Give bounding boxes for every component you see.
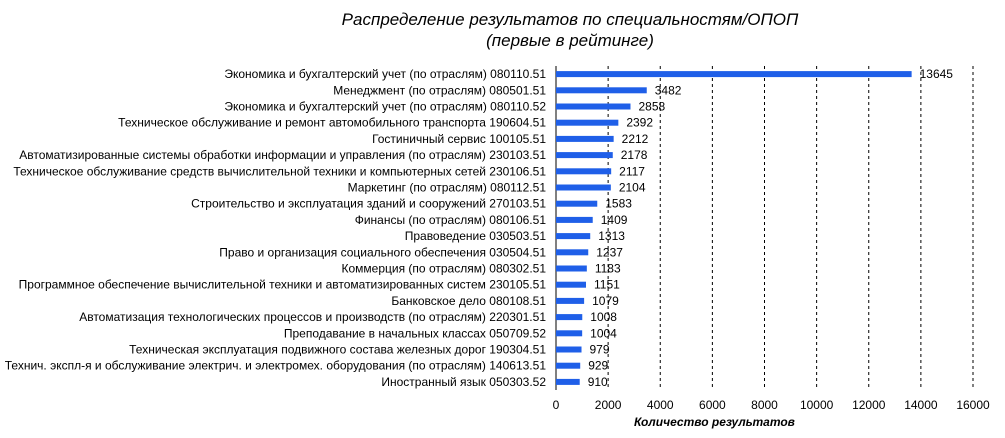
value-label-18: 929 — [588, 359, 608, 373]
x-tick-label-6: 12000 — [852, 398, 886, 412]
category-label-2: Экономика и бухгалтерский учет (по отрас… — [224, 100, 546, 114]
value-label-16: 1004 — [590, 326, 617, 340]
value-label-14: 1079 — [592, 294, 619, 308]
category-label-19: Иностранный язык 050303.52 — [381, 375, 546, 389]
x-axis-label: Количество результатов — [634, 415, 795, 429]
bar-14 — [556, 297, 585, 304]
value-label-3: 2392 — [626, 116, 653, 130]
bar-8 — [556, 200, 598, 207]
bar-19 — [556, 378, 580, 385]
category-label-6: Техническое обслуживание средств вычисли… — [13, 164, 546, 178]
bar-13 — [556, 281, 586, 288]
x-tick-label-4: 8000 — [751, 398, 778, 412]
category-label-16: Преподавание в начальных классах 050709.… — [284, 326, 546, 340]
x-tick-label-5: 10000 — [800, 398, 834, 412]
category-label-12: Коммерция (по отраслям) 080302.51 — [342, 262, 547, 276]
bar-9 — [556, 216, 593, 223]
bar-2 — [556, 103, 631, 110]
value-label-4: 2212 — [622, 132, 649, 146]
value-label-2: 2858 — [638, 100, 665, 114]
bar-0 — [556, 71, 912, 78]
value-label-10: 1313 — [598, 229, 625, 243]
x-tick-label-0: 0 — [553, 398, 560, 412]
value-label-17: 979 — [590, 343, 610, 357]
x-tick-label-7: 14000 — [904, 398, 938, 412]
bar-4 — [556, 135, 614, 142]
bar-16 — [556, 330, 583, 337]
category-label-4: Гостиничный сервис 100105.51 — [372, 132, 546, 146]
chart-subtitle: (первые в рейтинге) — [486, 31, 654, 50]
value-label-8: 1583 — [605, 197, 632, 211]
category-label-13: Программное обеспечение вычислительной т… — [19, 278, 547, 292]
category-label-18: Технич. экспл-я и обслуживание электрич.… — [5, 359, 547, 373]
value-label-5: 2178 — [621, 148, 648, 162]
value-label-12: 1183 — [595, 262, 621, 276]
category-label-3: Техническое обслуживание и ремонт автомо… — [118, 116, 546, 130]
category-label-10: Правоведение 030503.51 — [405, 229, 547, 243]
category-label-8: Строительство и эксплуатация зданий и со… — [191, 197, 546, 211]
value-label-7: 2104 — [619, 181, 646, 195]
category-label-14: Банковское дело 080108.51 — [391, 294, 546, 308]
x-tick-label-3: 6000 — [699, 398, 726, 412]
bar-18 — [556, 362, 581, 369]
value-label-19: 910 — [588, 375, 608, 389]
category-label-1: Менеджмент (по отраслям) 080501.51 — [333, 83, 546, 97]
value-label-11: 1237 — [596, 245, 623, 259]
chart-title: Распределение результатов по специальнос… — [341, 10, 799, 29]
bar-7 — [556, 184, 611, 191]
bar-1 — [556, 87, 647, 94]
bar-5 — [556, 152, 613, 159]
value-label-9: 1409 — [601, 213, 628, 227]
category-label-7: Маркетинг (по отраслям) 080112.51 — [348, 181, 547, 195]
category-label-11: Право и организация социального обеспече… — [219, 245, 546, 259]
category-label-9: Финансы (по отраслям) 080106.51 — [355, 213, 547, 227]
x-tick-label-2: 4000 — [647, 398, 674, 412]
value-label-15: 1008 — [590, 310, 617, 324]
bar-11 — [556, 249, 589, 256]
bar-15 — [556, 314, 583, 321]
bar-3 — [556, 119, 619, 126]
value-label-6: 2117 — [619, 164, 645, 178]
bar-17 — [556, 346, 582, 353]
bar-10 — [556, 233, 591, 240]
category-label-15: Автоматизация технологических процессов … — [79, 310, 546, 324]
x-tick-label-1: 2000 — [595, 398, 622, 412]
value-label-0: 13645 — [920, 67, 954, 81]
category-label-17: Техническая эксплуатация подвижного сост… — [129, 343, 546, 357]
category-label-0: Экономика и бухгалтерский учет (по отрас… — [224, 67, 546, 81]
bar-12 — [556, 265, 587, 272]
value-label-13: 1151 — [594, 278, 620, 292]
category-label-5: Автоматизированные системы обработки инф… — [19, 148, 546, 162]
x-tick-label-8: 16000 — [956, 398, 990, 412]
value-label-1: 3482 — [655, 83, 682, 97]
bar-6 — [556, 168, 612, 175]
